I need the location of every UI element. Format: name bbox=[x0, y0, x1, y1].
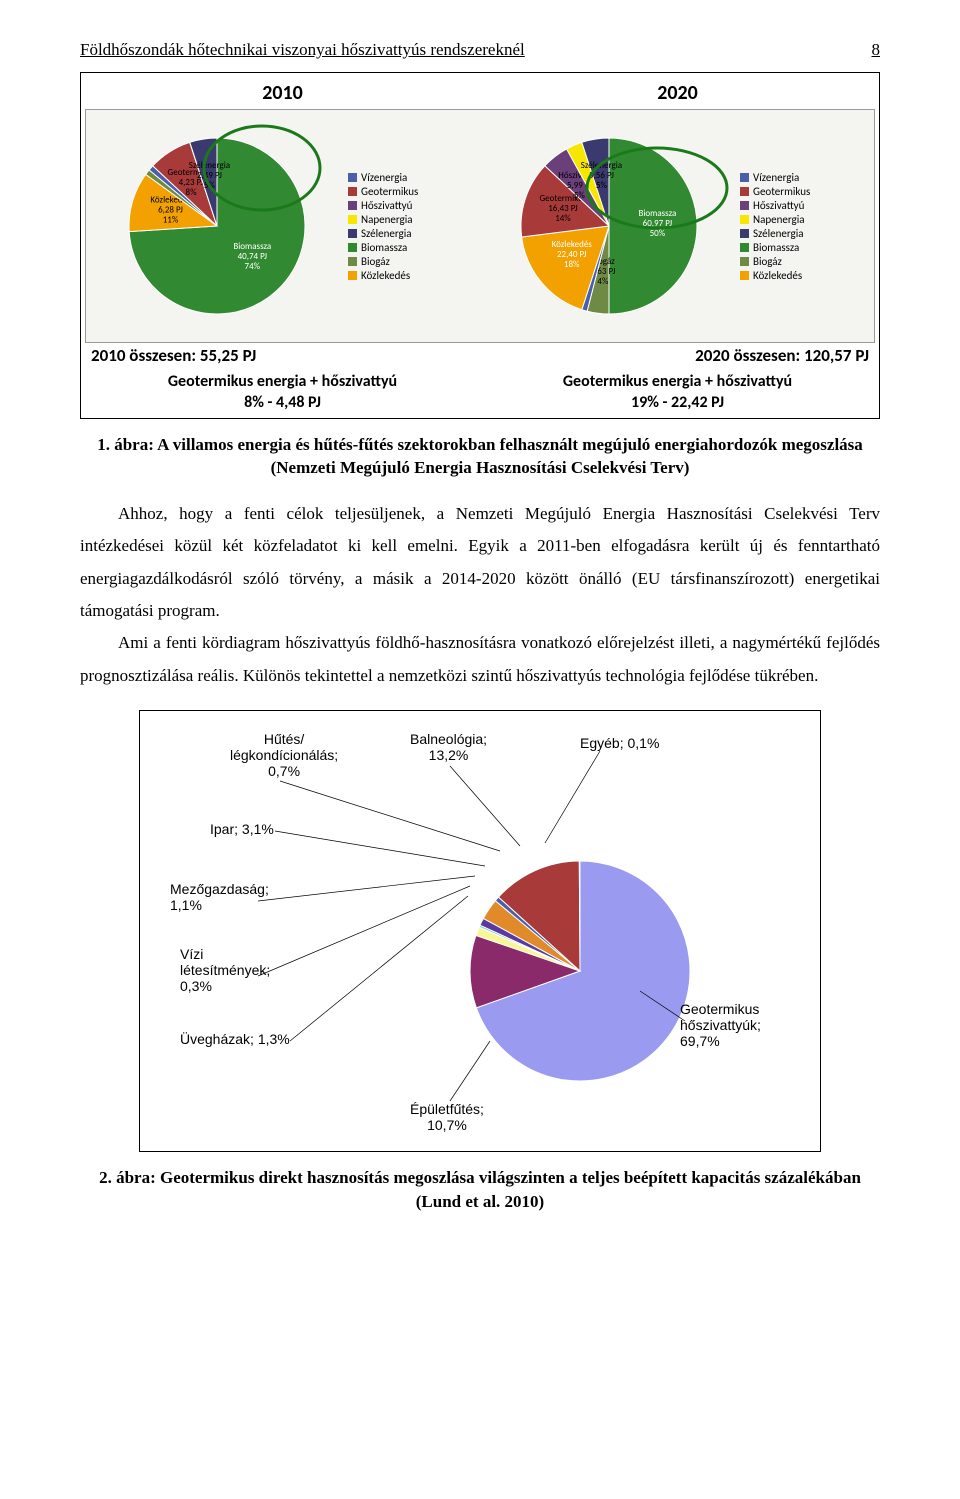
legend-item: Geotermikus bbox=[348, 185, 418, 198]
paragraph-1: Ahhoz, hogy a fenti célok teljesüljenek,… bbox=[80, 498, 880, 627]
legend-item: Biomassza bbox=[348, 241, 418, 254]
legend-swatch bbox=[348, 271, 357, 280]
chart-label: Ipar; 3,1% bbox=[210, 821, 274, 837]
legend-swatch bbox=[348, 257, 357, 266]
figure-1: 2010 2020 Biomassza40,74 PJ74%Közlekedés… bbox=[80, 72, 880, 419]
svg-text:8%: 8% bbox=[186, 187, 198, 198]
total-2020: 2020 összesen: 120,57 PJ bbox=[695, 345, 869, 366]
subtitle-right: Geotermikus energia + hőszivattyú 19% - … bbox=[500, 372, 856, 414]
pie-world bbox=[450, 841, 710, 1101]
legend-swatch bbox=[740, 215, 749, 224]
year-right: 2020 bbox=[657, 81, 698, 105]
legend-swatch bbox=[740, 173, 749, 182]
legend-label: Biomassza bbox=[753, 241, 799, 254]
legend-label: Közlekedés bbox=[753, 269, 802, 282]
pie-2010: Biomassza40,74 PJ74%Közlekedés6,28 PJ11%… bbox=[92, 116, 342, 336]
legend-swatch bbox=[740, 201, 749, 210]
legend-swatch bbox=[740, 243, 749, 252]
legend-swatch bbox=[740, 229, 749, 238]
svg-text:5%: 5% bbox=[596, 180, 608, 191]
page-number: 8 bbox=[872, 40, 881, 60]
legend-swatch bbox=[348, 173, 357, 182]
svg-text:14%: 14% bbox=[555, 213, 571, 224]
legend-swatch bbox=[740, 187, 749, 196]
legend-item: Biogáz bbox=[348, 255, 418, 268]
header-title: Földhőszondák hőtechnikai viszonyai hősz… bbox=[80, 40, 525, 60]
legend-item: Közlekedés bbox=[740, 269, 810, 282]
leader-line bbox=[258, 886, 470, 976]
chart-label: Hűtés/légkondícionálás;0,7% bbox=[230, 731, 338, 779]
legend-label: Hőszivattyú bbox=[361, 199, 412, 212]
chart-label: Egyéb; 0,1% bbox=[580, 735, 659, 751]
legend-label: Geotermikus bbox=[361, 185, 418, 198]
legend-label: Biomassza bbox=[361, 241, 407, 254]
legend-item: Szélenergia bbox=[740, 227, 810, 240]
legend-2010: VízenergiaGeotermikusHőszivattyúNapenerg… bbox=[348, 170, 418, 283]
chart-label: Épületfűtés;10,7% bbox=[410, 1101, 484, 1133]
legend-item: Napenergia bbox=[740, 213, 810, 226]
total-2010: 2010 összesen: 55,25 PJ bbox=[91, 345, 256, 366]
svg-text:5%: 5% bbox=[574, 190, 586, 201]
svg-text:4%: 4% bbox=[597, 276, 609, 287]
legend-item: Közlekedés bbox=[348, 269, 418, 282]
subtitle-left: Geotermikus energia + hőszivattyú 8% - 4… bbox=[105, 372, 461, 414]
slice-egyéb bbox=[579, 861, 580, 971]
body-text: Ahhoz, hogy a fenti célok teljesüljenek,… bbox=[80, 498, 880, 692]
legend-label: Szélenergia bbox=[753, 227, 804, 240]
legend-item: Vízenergia bbox=[740, 171, 810, 184]
legend-swatch bbox=[348, 243, 357, 252]
legend-item: Biogáz bbox=[740, 255, 810, 268]
pie-2020: Biomassza60,97 PJ50%Biogáz4,63 PJ4%Közle… bbox=[484, 116, 734, 336]
legend-label: Hőszivattyú bbox=[753, 199, 804, 212]
svg-text:11%: 11% bbox=[163, 215, 179, 226]
legend-item: Biomassza bbox=[740, 241, 810, 254]
legend-item: Vízenergia bbox=[348, 171, 418, 184]
chart-label: Balneológia;13,2% bbox=[410, 731, 487, 763]
legend-label: Vízenergia bbox=[753, 171, 799, 184]
chart-label: Mezőgazdaság;1,1% bbox=[170, 881, 269, 913]
legend-label: Szélenergia bbox=[361, 227, 412, 240]
year-left: 2010 bbox=[262, 81, 303, 105]
legend-2020: VízenergiaGeotermikusHőszivattyúNapenerg… bbox=[740, 170, 810, 283]
page-header: Földhőszondák hőtechnikai viszonyai hősz… bbox=[80, 40, 880, 60]
legend-item: Geotermikus bbox=[740, 185, 810, 198]
leader-line bbox=[545, 751, 600, 843]
legend-item: Szélenergia bbox=[348, 227, 418, 240]
leader-line bbox=[258, 876, 475, 901]
legend-swatch bbox=[348, 201, 357, 210]
legend-swatch bbox=[740, 271, 749, 280]
legend-label: Biogáz bbox=[361, 255, 390, 268]
figure1-caption: 1. ábra: A villamos energia és hűtés-fűt… bbox=[80, 433, 880, 481]
legend-swatch bbox=[348, 229, 357, 238]
legend-label: Vízenergia bbox=[361, 171, 407, 184]
svg-text:18%: 18% bbox=[564, 259, 580, 270]
legend-item: Hőszivattyú bbox=[348, 199, 418, 212]
legend-swatch bbox=[348, 187, 357, 196]
legend-label: Napenergia bbox=[361, 213, 413, 226]
svg-text:74%: 74% bbox=[245, 261, 261, 272]
legend-item: Napenergia bbox=[348, 213, 418, 226]
leader-line bbox=[290, 896, 468, 1041]
legend-label: Geotermikus bbox=[753, 185, 810, 198]
legend-label: Napenergia bbox=[753, 213, 805, 226]
chart-label: Üvegházak; 1,3% bbox=[180, 1031, 290, 1047]
legend-label: Közlekedés bbox=[361, 269, 410, 282]
figure2-caption: 2. ábra: Geotermikus direkt hasznosítás … bbox=[80, 1166, 880, 1214]
figure1-panel: Biomassza40,74 PJ74%Közlekedés6,28 PJ11%… bbox=[85, 109, 875, 343]
chart-label: Vízilétesítmények;0,3% bbox=[180, 946, 270, 994]
chart-label: Geotermikushőszivattyúk;69,7% bbox=[680, 1001, 761, 1049]
legend-swatch bbox=[740, 257, 749, 266]
figure-2: Hűtés/légkondícionálás;0,7% Balneológia;1… bbox=[139, 710, 821, 1152]
svg-text:50%: 50% bbox=[650, 228, 666, 239]
legend-swatch bbox=[348, 215, 357, 224]
leader-line bbox=[450, 766, 520, 846]
legend-item: Hőszivattyú bbox=[740, 199, 810, 212]
legend-label: Biogáz bbox=[753, 255, 782, 268]
paragraph-2: Ami a fenti kördiagram hőszivattyús föld… bbox=[80, 627, 880, 692]
